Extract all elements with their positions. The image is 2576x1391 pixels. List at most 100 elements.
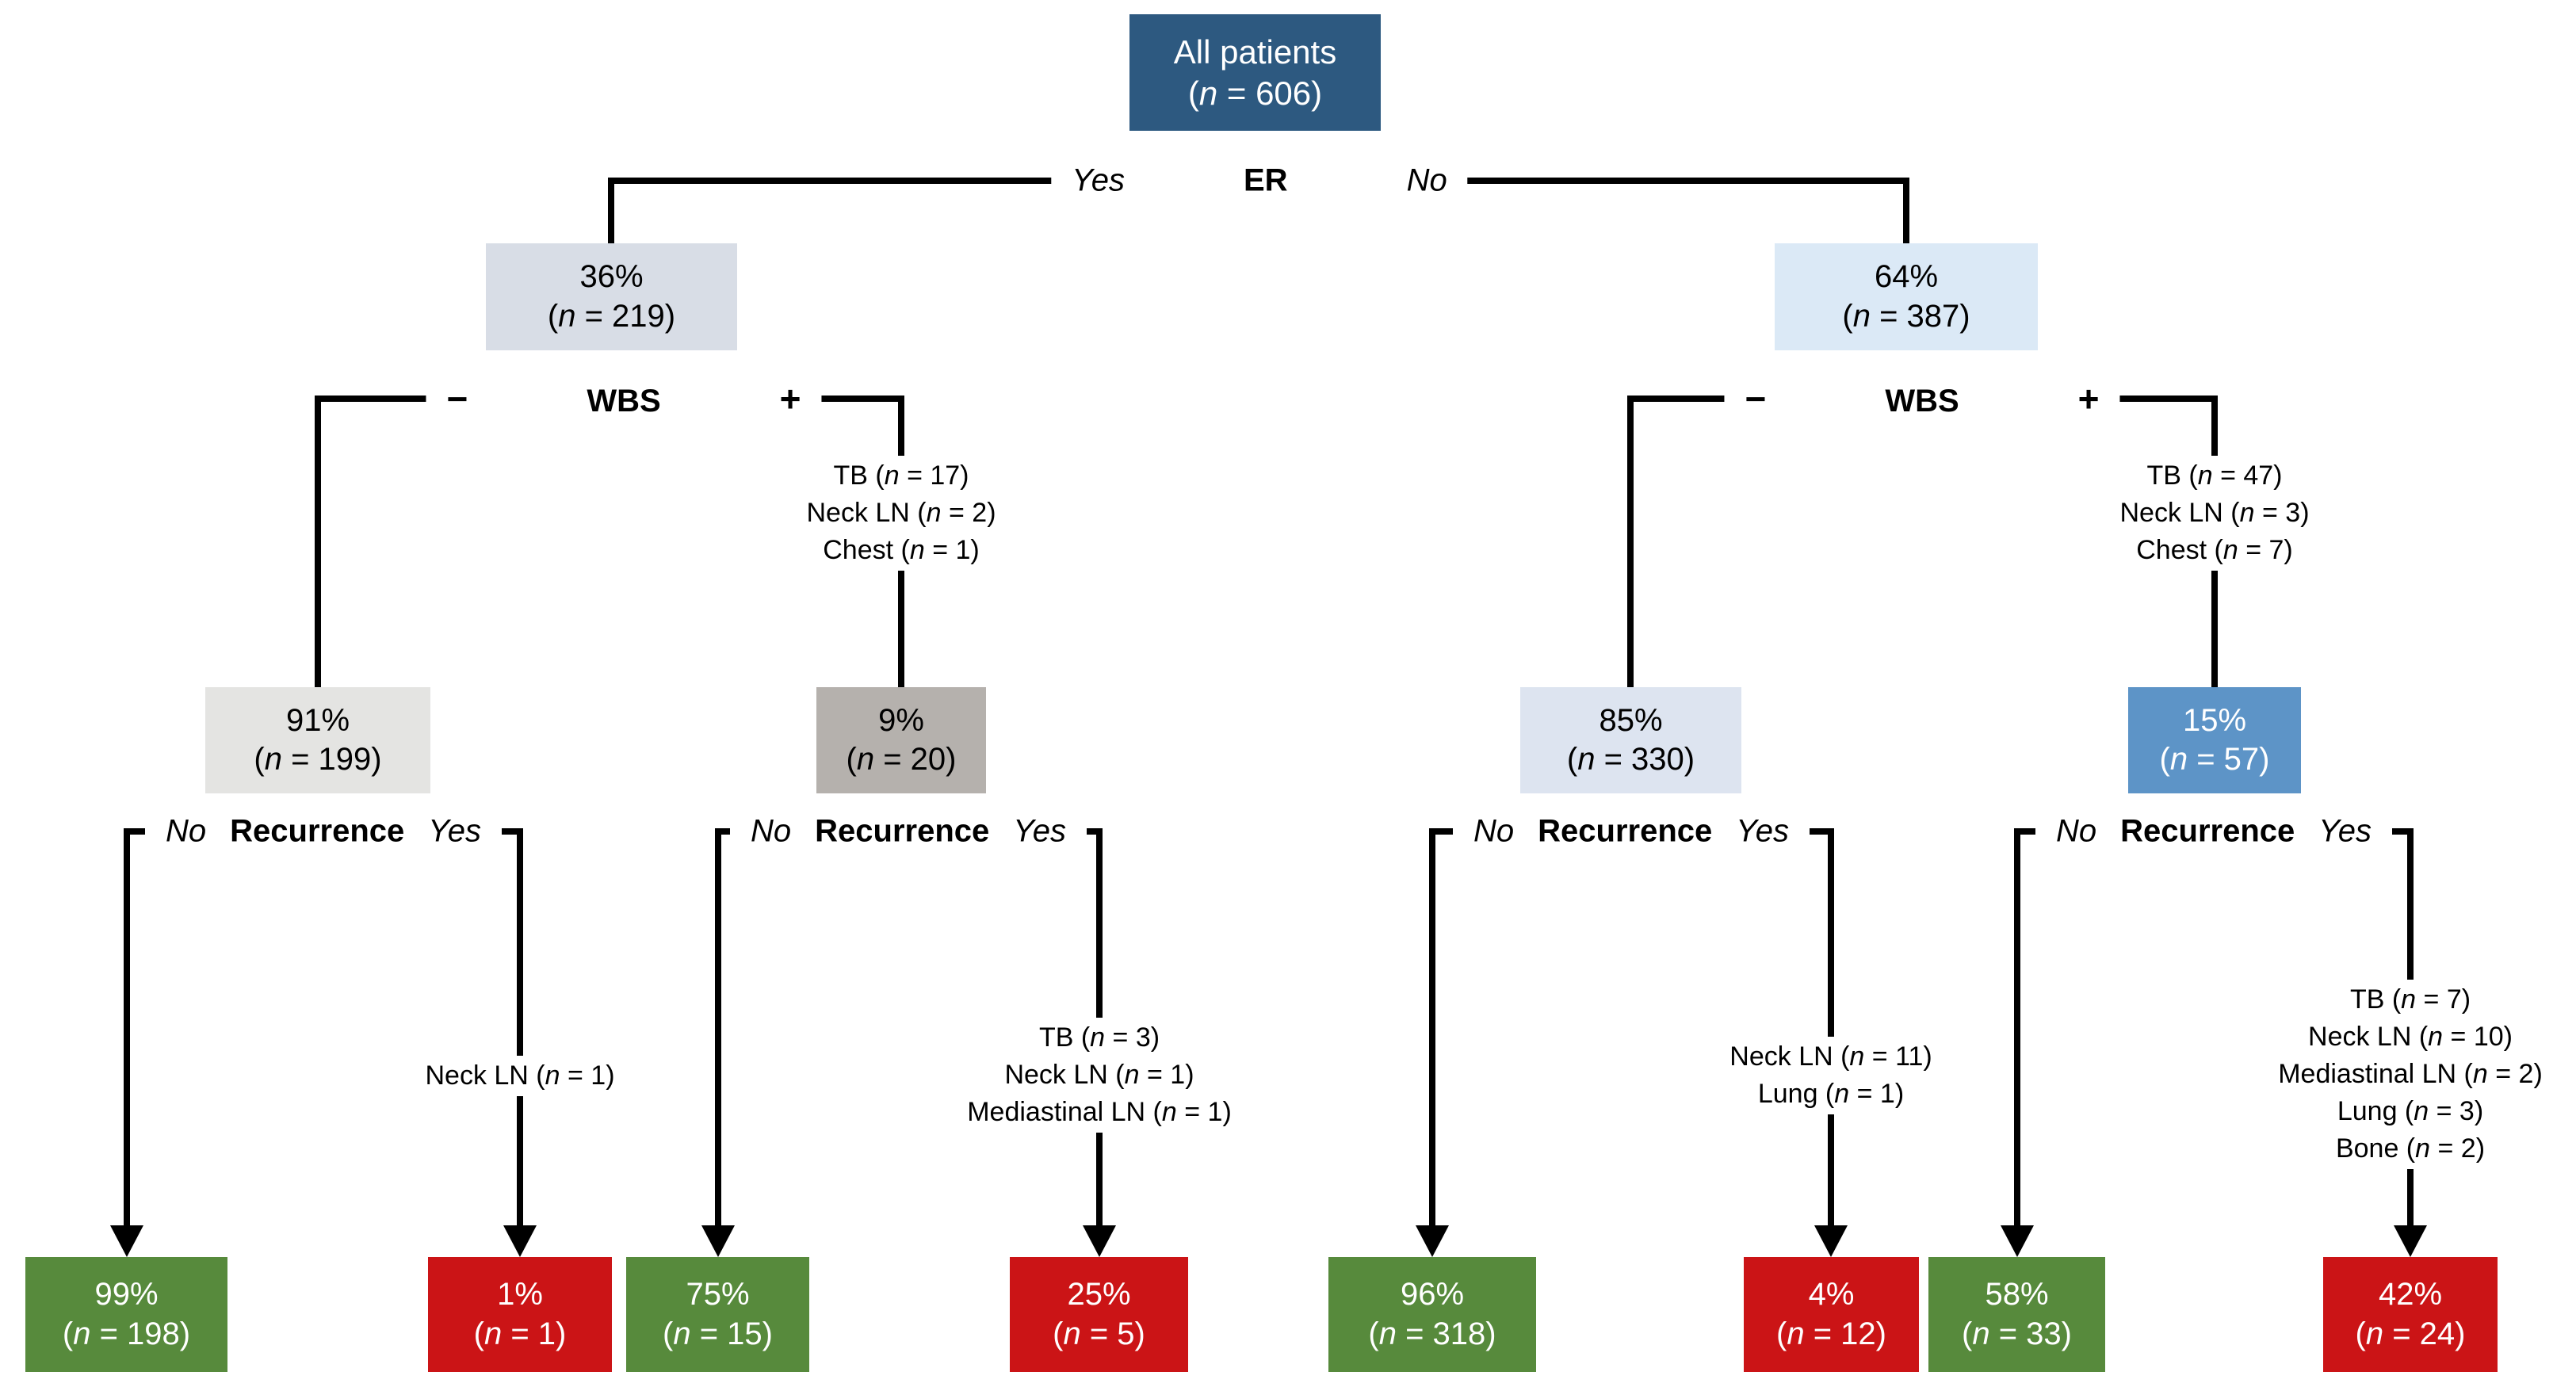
wbs-minus-label: − [446, 378, 468, 419]
wbs-label: WBS [1885, 384, 1959, 418]
node-n: (n = 318) [1368, 1316, 1496, 1351]
node-n: (n = 387) [1842, 298, 1970, 334]
node-n: (n = 606) [1187, 74, 1323, 112]
wbs-plus-label: + [2077, 378, 2100, 419]
connector-rec1-no-drop [124, 828, 130, 1227]
recurrence-findings-4: TB (n = 7) Neck LN (n = 10) Mediastinal … [2265, 980, 2555, 1169]
recurrence-label: Recurrence [815, 813, 990, 849]
node-n: (n = 24) [2355, 1316, 2466, 1351]
node-pct: 85% [1599, 702, 1663, 738]
connector-rec3-no-drop [1429, 828, 1435, 1227]
node-n: (n = 5) [1053, 1316, 1145, 1351]
recurrence-no-label: No [2056, 813, 2097, 849]
recurrence-no-label: No [166, 813, 207, 849]
node-pct: 58% [1985, 1277, 2049, 1313]
finding-line: TB (n = 3) [1038, 1022, 1160, 1053]
recurrence-findings-2: TB (n = 3) Neck LN (n = 1) Mediastinal L… [954, 1018, 1244, 1133]
recurrence-findings-1: Neck LN (n = 1) [412, 1056, 628, 1096]
finding-line: TB (n = 47) [2146, 460, 2283, 491]
outcome-recurrence-3: 4% (n = 12) [1744, 1257, 1919, 1372]
arrow-down-icon [1416, 1225, 1449, 1257]
wbs-plus-label: + [779, 378, 801, 419]
outcome-recurrence-4: 42% (n = 24) [2323, 1257, 2498, 1372]
node-pct: 4% [1808, 1277, 1855, 1313]
node-pct: 64% [1874, 259, 1939, 295]
recurrence-label: Recurrence [230, 813, 405, 849]
node-n: (n = 12) [1776, 1316, 1886, 1351]
arrow-down-icon [2394, 1225, 2427, 1257]
node-pct: 99% [94, 1277, 159, 1313]
recurrence-yes-label: Yes [1736, 813, 1789, 849]
recurrence-findings-3: Neck LN (n = 11) Lung (n = 1) [1717, 1037, 1945, 1114]
outcome-no-recurrence-1: 99% (n = 198) [25, 1257, 227, 1372]
recurrence-split-label-2: No Recurrence Yes [730, 810, 1087, 853]
finding-line: Neck LN (n = 1) [425, 1060, 615, 1091]
connector-rec1-yes-drop [517, 828, 523, 1227]
arrow-down-icon [503, 1225, 537, 1257]
node-pct: 36% [579, 259, 644, 295]
recurrence-label: Recurrence [2120, 813, 2295, 849]
node-er-no: 64% (n = 387) [1775, 243, 2038, 350]
connector-wbs-right-neg-drop [1627, 396, 1634, 689]
node-n: (n = 198) [62, 1316, 191, 1351]
node-wbs-negative-left: 91% (n = 199) [205, 687, 430, 793]
finding-line: TB (n = 7) [2349, 984, 2471, 1015]
finding-line: Chest (n = 7) [2136, 535, 2293, 565]
node-title: All patients [1173, 32, 1337, 71]
connector-rec4-no-drop [2014, 828, 2020, 1227]
finding-line: Neck LN (n = 3) [2119, 498, 2310, 528]
finding-line: Mediastinal LN (n = 2) [2278, 1059, 2543, 1089]
finding-line: Neck LN (n = 1) [1004, 1060, 1194, 1090]
recurrence-yes-label: Yes [428, 813, 481, 849]
node-pct: 25% [1067, 1277, 1131, 1313]
node-er-yes: 36% (n = 219) [486, 243, 737, 350]
node-n: (n = 219) [547, 298, 676, 334]
finding-line: Neck LN (n = 11) [1729, 1041, 1932, 1072]
node-n: (n = 57) [2159, 742, 2270, 777]
node-pct: 75% [686, 1277, 750, 1313]
node-wbs-negative-right: 85% (n = 330) [1520, 687, 1741, 793]
node-pct: 1% [497, 1277, 543, 1313]
wbs-right-split-label: − WBS + [1724, 374, 2120, 423]
finding-line: Bone (n = 2) [2335, 1133, 2486, 1164]
node-pct: 15% [2182, 702, 2247, 738]
node-n: (n = 199) [254, 742, 382, 777]
finding-line: Chest (n = 1) [823, 535, 980, 565]
finding-line: Mediastinal LN (n = 1) [967, 1097, 1232, 1127]
recurrence-split-label-4: No Recurrence Yes [2035, 810, 2392, 853]
arrow-down-icon [110, 1225, 143, 1257]
connector-rec2-no-drop [715, 828, 721, 1227]
recurrence-split-label-1: No Recurrence Yes [145, 810, 502, 853]
outcome-no-recurrence-2: 75% (n = 15) [626, 1257, 809, 1372]
node-pct: 9% [878, 702, 924, 738]
arrow-down-icon [1814, 1225, 1848, 1257]
wbs-positive-findings-left: TB (n = 17) Neck LN (n = 2) Chest (n = 1… [793, 456, 1009, 571]
recurrence-yes-label: Yes [2318, 813, 2372, 849]
node-wbs-positive-right: 15% (n = 57) [2128, 687, 2301, 793]
finding-line: Neck LN (n = 2) [806, 498, 996, 528]
wbs-positive-findings-right: TB (n = 47) Neck LN (n = 3) Chest (n = 7… [2107, 456, 2322, 571]
connector-wbs-left-neg-drop [315, 396, 321, 689]
connector-rec3-yes-drop [1828, 828, 1834, 1227]
recurrence-no-label: No [751, 813, 792, 849]
recurrence-yes-label: Yes [1013, 813, 1066, 849]
finding-line: Lung (n = 3) [2337, 1096, 2484, 1126]
node-wbs-positive-left: 9% (n = 20) [816, 687, 986, 793]
node-pct: 91% [285, 702, 350, 738]
wbs-label: WBS [587, 384, 661, 418]
wbs-minus-label: − [1745, 378, 1767, 419]
recurrence-label: Recurrence [1538, 813, 1713, 849]
node-all-patients: All patients (n = 606) [1129, 14, 1381, 131]
outcome-recurrence-1: 1% (n = 1) [428, 1257, 612, 1372]
er-no-label: No [1406, 162, 1447, 198]
node-n: (n = 15) [663, 1316, 773, 1351]
recurrence-no-label: No [1473, 813, 1515, 849]
finding-line: Lung (n = 1) [1757, 1079, 1905, 1109]
connector-er-no-drop [1903, 178, 1909, 245]
outcome-recurrence-2: 25% (n = 5) [1010, 1257, 1188, 1372]
recurrence-split-label-3: No Recurrence Yes [1453, 810, 1810, 853]
arrow-down-icon [701, 1225, 735, 1257]
finding-line: TB (n = 17) [833, 460, 969, 491]
node-n: (n = 33) [1962, 1316, 2072, 1351]
